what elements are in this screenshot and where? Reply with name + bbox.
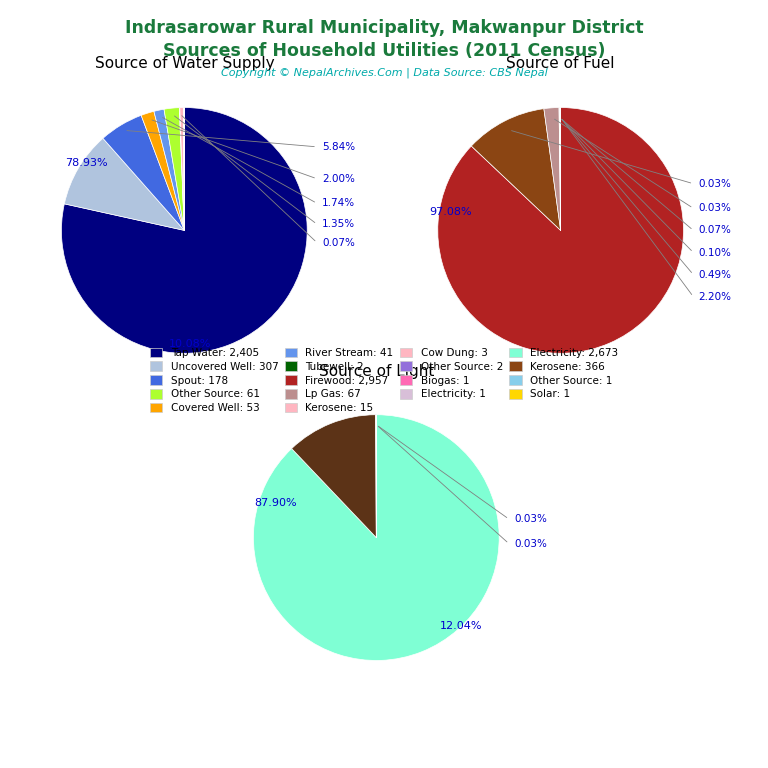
Title: Source of Light: Source of Light [319, 364, 434, 379]
Text: 97.08%: 97.08% [429, 207, 472, 217]
Wedge shape [103, 115, 184, 230]
Text: Copyright © NepalArchives.Com | Data Source: CBS Nepal: Copyright © NepalArchives.Com | Data Sou… [220, 68, 548, 78]
Wedge shape [472, 108, 561, 230]
Text: 0.03%: 0.03% [514, 538, 547, 549]
Text: 1.74%: 1.74% [322, 198, 355, 208]
Wedge shape [559, 108, 561, 230]
Wedge shape [544, 108, 561, 230]
Title: Source of Water Supply: Source of Water Supply [94, 57, 274, 71]
Text: 5.84%: 5.84% [322, 142, 355, 152]
Wedge shape [154, 109, 184, 230]
Text: 12.04%: 12.04% [440, 621, 483, 631]
Text: 0.07%: 0.07% [322, 237, 355, 248]
Wedge shape [180, 108, 184, 230]
Wedge shape [253, 415, 499, 660]
Wedge shape [61, 108, 307, 353]
Wedge shape [438, 108, 684, 353]
Text: 0.07%: 0.07% [698, 225, 731, 236]
Wedge shape [292, 415, 376, 538]
Legend: Tap Water: 2,405, Uncovered Well: 307, Spout: 178, Other Source: 61, Covered Wel: Tap Water: 2,405, Uncovered Well: 307, S… [150, 348, 618, 413]
Text: 1.35%: 1.35% [322, 219, 355, 230]
Text: 2.20%: 2.20% [698, 292, 731, 302]
Text: Sources of Household Utilities (2011 Census): Sources of Household Utilities (2011 Cen… [163, 42, 605, 60]
Text: 10.08%: 10.08% [169, 339, 212, 349]
Wedge shape [179, 108, 184, 230]
Text: Indrasarowar Rural Municipality, Makwanpur District: Indrasarowar Rural Municipality, Makwanp… [124, 19, 644, 37]
Title: Source of Fuel: Source of Fuel [506, 57, 615, 71]
Text: 87.90%: 87.90% [253, 498, 296, 508]
Wedge shape [164, 108, 184, 230]
Text: 2.00%: 2.00% [322, 174, 355, 184]
Text: 0.03%: 0.03% [698, 179, 731, 189]
Wedge shape [560, 108, 561, 230]
Wedge shape [141, 111, 184, 230]
Text: 0.03%: 0.03% [514, 514, 547, 525]
Text: 0.10%: 0.10% [698, 247, 731, 257]
Wedge shape [65, 138, 184, 230]
Text: 78.93%: 78.93% [65, 157, 108, 168]
Text: 0.03%: 0.03% [698, 204, 731, 214]
Text: 0.49%: 0.49% [698, 270, 731, 280]
